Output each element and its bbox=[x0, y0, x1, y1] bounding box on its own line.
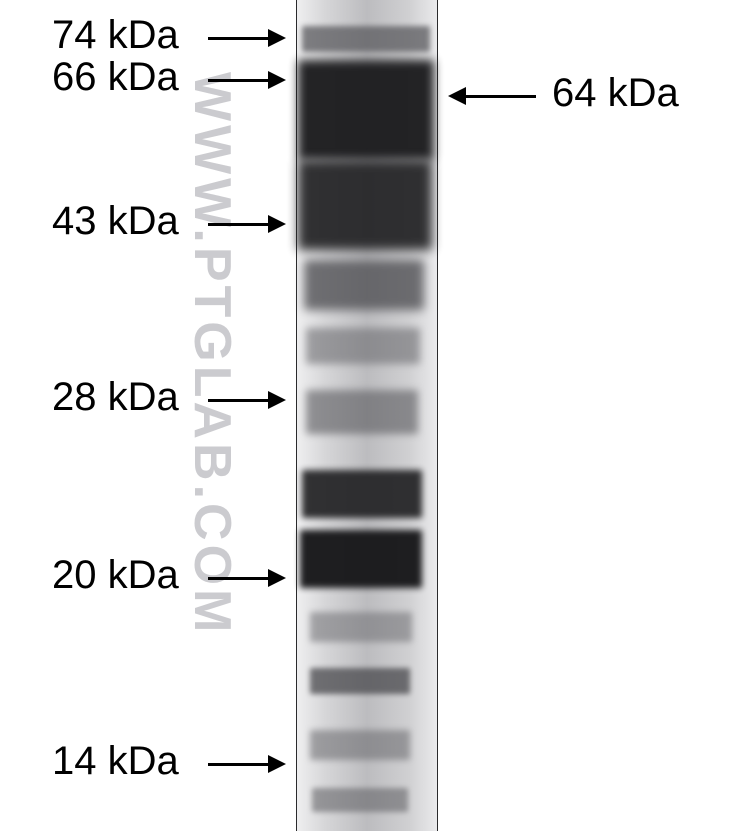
mw-marker-label: 14 kDa bbox=[52, 739, 179, 784]
gel-band bbox=[310, 730, 410, 760]
mw-marker-label: 64 kDa bbox=[552, 71, 679, 116]
arrow-line bbox=[208, 577, 268, 580]
gel-band bbox=[306, 390, 418, 434]
marker-arrow bbox=[448, 87, 536, 105]
marker-arrow bbox=[208, 71, 286, 89]
mw-marker-label: 28 kDa bbox=[52, 375, 179, 420]
marker-arrow bbox=[208, 215, 286, 233]
mw-marker-label: 74 kDa bbox=[52, 13, 179, 58]
marker-arrow bbox=[208, 29, 286, 47]
arrow-head-icon bbox=[268, 569, 286, 587]
arrow-head-icon bbox=[448, 87, 466, 105]
mw-marker-label: 66 kDa bbox=[52, 55, 179, 100]
gel-band bbox=[298, 60, 434, 160]
watermark-text: WWW.PTGLAB.COM bbox=[182, 72, 242, 636]
arrow-line bbox=[208, 37, 268, 40]
gel-band bbox=[306, 328, 420, 364]
arrow-head-icon bbox=[268, 755, 286, 773]
gel-band bbox=[300, 530, 422, 588]
arrow-head-icon bbox=[268, 215, 286, 233]
gel-band bbox=[310, 612, 412, 642]
arrow-line bbox=[208, 399, 268, 402]
gel-band bbox=[304, 260, 424, 310]
gel-band bbox=[302, 26, 430, 52]
gel-band bbox=[298, 160, 432, 250]
marker-arrow bbox=[208, 755, 286, 773]
marker-arrow bbox=[208, 569, 286, 587]
arrow-head-icon bbox=[268, 71, 286, 89]
arrow-head-icon bbox=[268, 391, 286, 409]
gel-band bbox=[302, 470, 422, 518]
arrow-line bbox=[208, 763, 268, 766]
gel-image-container: WWW.PTGLAB.COM 74 kDa66 kDa 43 kDa 28 kDa 2… bbox=[0, 0, 740, 831]
mw-marker-label: 43 kDa bbox=[52, 199, 179, 244]
gel-band bbox=[310, 668, 410, 694]
arrow-line bbox=[208, 79, 268, 82]
arrow-line bbox=[208, 223, 268, 226]
mw-marker-label: 20 kDa bbox=[52, 553, 179, 598]
gel-band bbox=[312, 788, 408, 812]
arrow-head-icon bbox=[268, 29, 286, 47]
marker-arrow bbox=[208, 391, 286, 409]
arrow-line bbox=[466, 95, 536, 98]
